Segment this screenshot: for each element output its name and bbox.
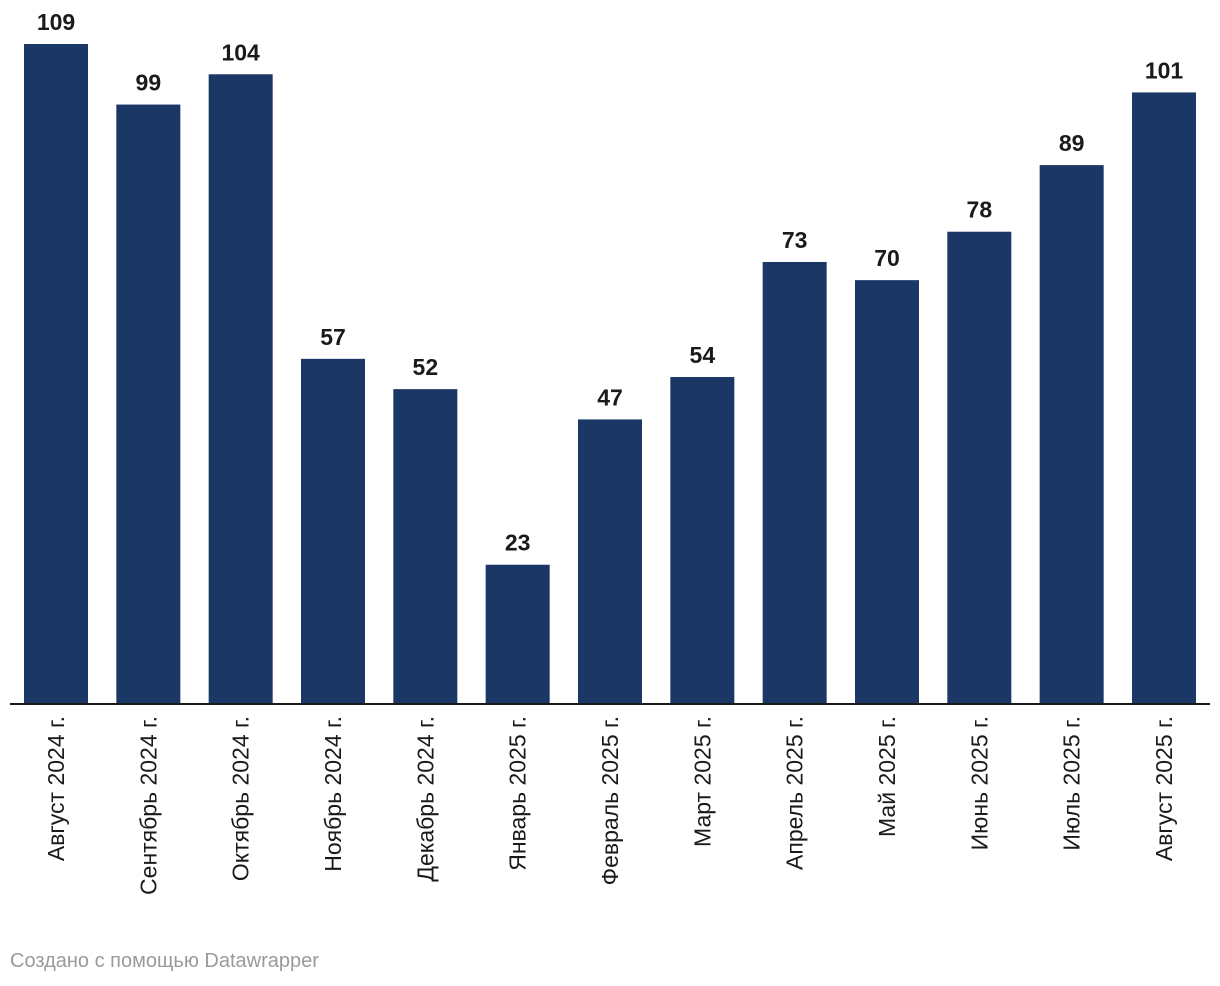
bar-value-label: 101 bbox=[1145, 57, 1184, 83]
x-tick-label: Август 2025 г. bbox=[1151, 716, 1177, 861]
bar bbox=[578, 419, 642, 704]
value-labels-layer: 109 99 104 57 52 23 47 54 73 70 78 89 101 bbox=[37, 9, 1184, 556]
x-tick-label: Август 2024 г. bbox=[43, 716, 69, 861]
x-tick-label: Январь 2025 г. bbox=[505, 716, 531, 871]
bar bbox=[947, 231, 1012, 704]
bar bbox=[24, 44, 88, 704]
bar-value-label: 57 bbox=[320, 324, 346, 350]
bar bbox=[855, 280, 919, 704]
bar-value-label: 104 bbox=[221, 39, 260, 65]
bar bbox=[208, 74, 273, 704]
bar bbox=[762, 261, 827, 704]
bar bbox=[393, 389, 458, 704]
bar-value-label: 23 bbox=[505, 530, 531, 556]
x-tick-label: Март 2025 г. bbox=[689, 716, 715, 847]
bar-value-label: 73 bbox=[782, 227, 808, 253]
bar bbox=[670, 377, 735, 704]
bar-value-label: 52 bbox=[413, 354, 439, 380]
x-tick-label: Февраль 2025 г. bbox=[597, 716, 623, 885]
bar bbox=[1132, 92, 1196, 704]
bar-value-label: 99 bbox=[136, 70, 162, 96]
bar bbox=[1039, 165, 1104, 705]
credit-text: Создано с помощью Datawrapper bbox=[10, 950, 319, 972]
tick-labels-layer: Август 2024 г. Сентябрь 2024 г. Октябрь 20… bbox=[43, 716, 1177, 895]
x-tick-label: Сентябрь 2024 г. bbox=[135, 716, 161, 895]
x-tick-label: Июнь 2025 г. bbox=[966, 716, 992, 850]
bar-value-label: 70 bbox=[874, 245, 900, 271]
bar-value-label: 109 bbox=[37, 9, 75, 35]
bar-value-label: 54 bbox=[690, 342, 716, 368]
bar bbox=[485, 564, 550, 704]
x-tick-label: Декабрь 2024 г. bbox=[412, 716, 438, 882]
bar-value-label: 89 bbox=[1059, 130, 1085, 156]
x-tick-label: Июль 2025 г. bbox=[1059, 716, 1085, 851]
bar bbox=[301, 358, 365, 704]
x-tick-label: Апрель 2025 г. bbox=[782, 716, 808, 870]
bar-value-label: 47 bbox=[597, 384, 623, 410]
x-tick-label: Октябрь 2024 г. bbox=[228, 716, 254, 881]
bar-value-label: 78 bbox=[967, 197, 993, 223]
bars-layer bbox=[24, 44, 1196, 705]
x-tick-label: Ноябрь 2024 г. bbox=[320, 716, 346, 872]
x-tick-label: Май 2025 г. bbox=[874, 716, 900, 837]
bar bbox=[116, 104, 181, 705]
